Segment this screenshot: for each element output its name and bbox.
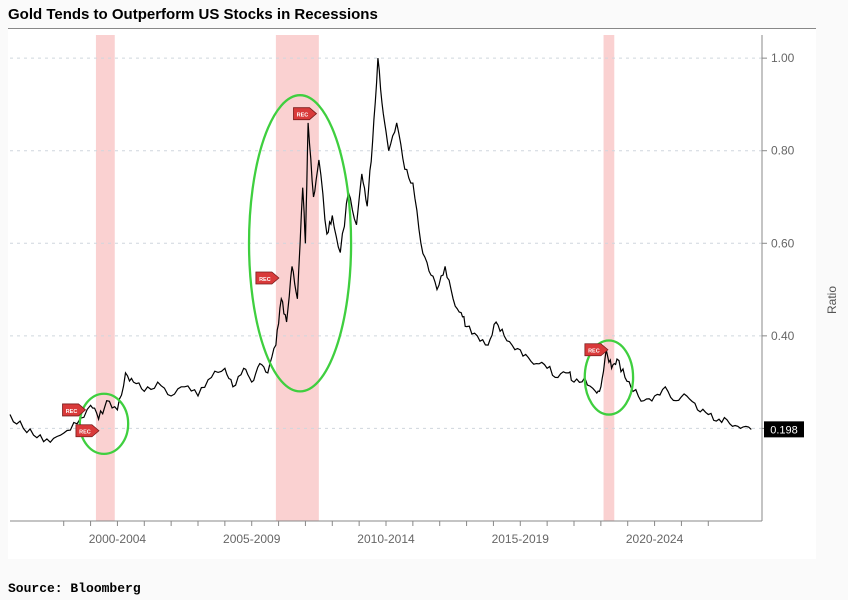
x-tick-label: 2020-2024	[626, 532, 684, 546]
chart-title: Gold Tends to Outperform US Stocks in Re…	[8, 6, 378, 23]
y-tick-label: 1.00	[771, 51, 795, 65]
y-tick-label: 0.60	[771, 236, 795, 250]
y-axis-label: Ratio	[825, 286, 839, 314]
recession-marker-label: REC	[588, 349, 600, 355]
x-tick-label: 2005-2009	[223, 532, 281, 546]
x-tick-label: 2010-2014	[357, 532, 415, 546]
x-tick-label: 2000-2004	[89, 532, 147, 546]
last-value-label: 0.198	[770, 424, 798, 436]
recession-band	[96, 35, 115, 521]
plot-area: 0.200.400.600.801.002000-20042005-200920…	[8, 28, 816, 558]
recession-marker-label: REC	[79, 430, 91, 436]
recession-band	[604, 35, 615, 521]
recession-marker-label: REC	[66, 409, 78, 415]
recession-marker-label: REC	[297, 113, 309, 119]
y-tick-label: 0.80	[771, 144, 795, 158]
recession-marker-label: REC	[259, 277, 271, 283]
y-tick-label: 0.40	[771, 329, 795, 343]
source-label: Source: Bloomberg	[8, 581, 141, 596]
chart-container: Gold Tends to Outperform US Stocks in Re…	[0, 0, 848, 600]
x-tick-label: 2015-2019	[492, 532, 550, 546]
chart-svg: 0.200.400.600.801.002000-20042005-200920…	[8, 29, 816, 559]
